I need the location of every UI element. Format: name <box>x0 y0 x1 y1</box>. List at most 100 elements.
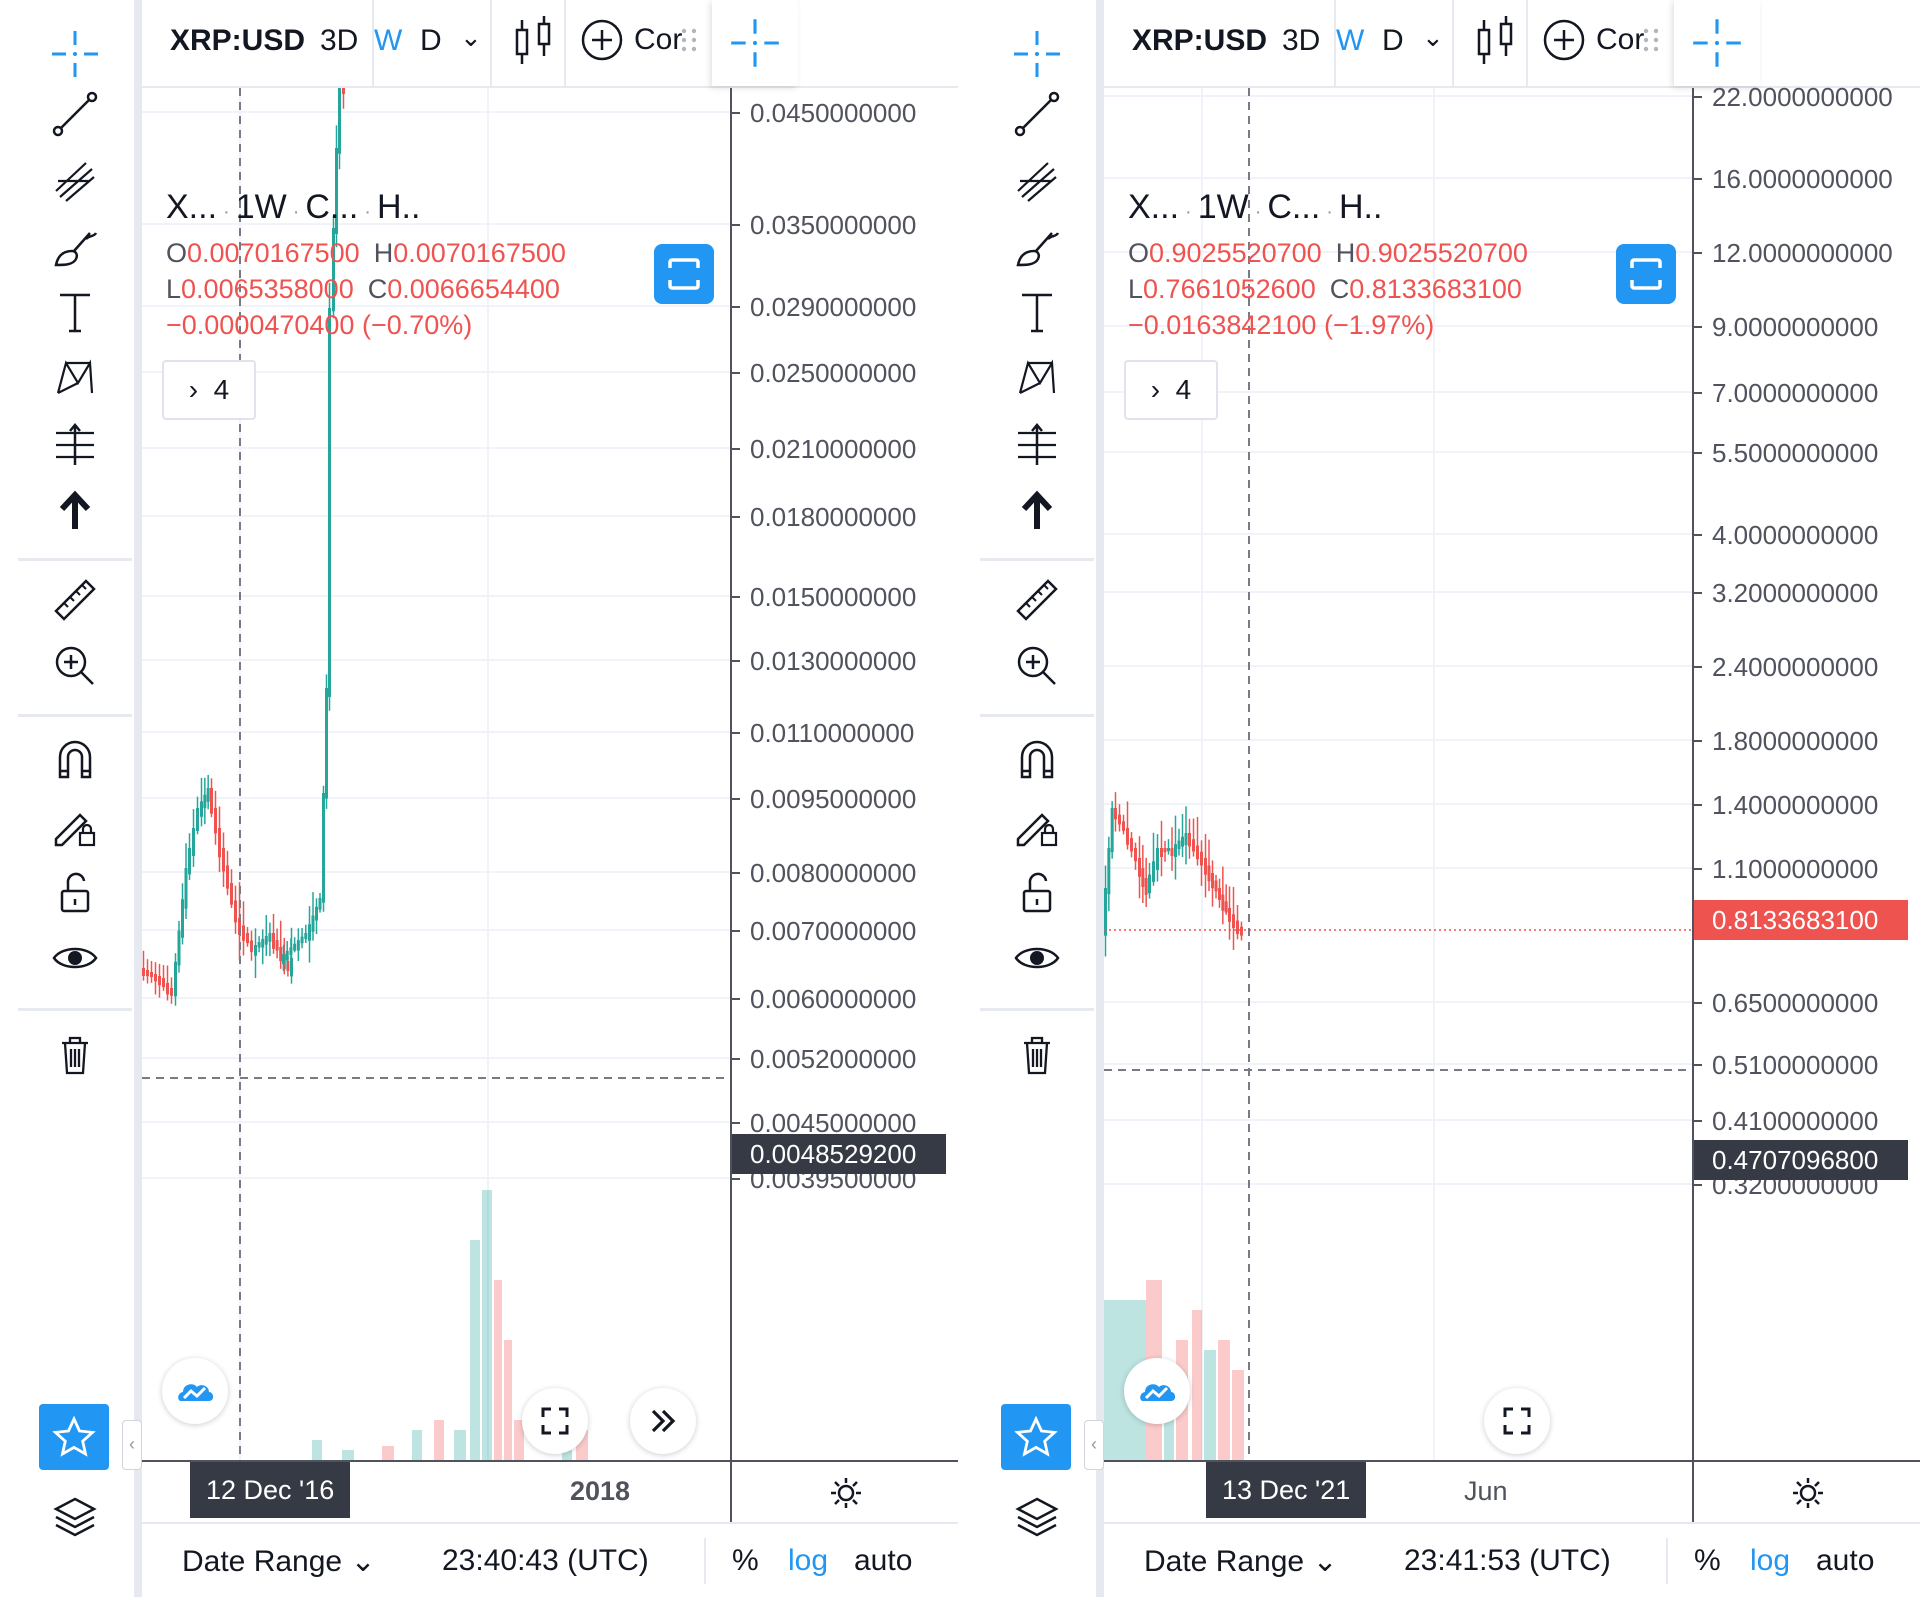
arrow-up-tool[interactable] <box>37 478 113 542</box>
interval-w-button[interactable]: W <box>1336 24 1365 57</box>
candle-body <box>1188 833 1191 847</box>
price-axis-label: 0.0110000000 <box>750 718 915 748</box>
lock-tool[interactable] <box>999 860 1075 924</box>
trash-tool[interactable] <box>999 1022 1075 1086</box>
lock-draw-tool[interactable] <box>999 794 1075 858</box>
utc-clock[interactable]: 23:40:43 (UTC) <box>442 1544 649 1577</box>
crosshair-tool[interactable] <box>37 22 113 86</box>
plus-circle-icon <box>1543 19 1585 61</box>
brush-tool[interactable] <box>37 214 113 278</box>
ruler-tool[interactable] <box>999 568 1075 632</box>
eye-tool[interactable] <box>37 926 113 990</box>
ruler-tool[interactable] <box>37 568 113 632</box>
favorites-button[interactable] <box>1001 1404 1071 1470</box>
magnet-tool[interactable] <box>999 728 1075 792</box>
interval-3d-button[interactable]: 3D <box>1282 24 1321 57</box>
magnet-tool[interactable] <box>37 728 113 792</box>
pattern-tool[interactable] <box>37 346 113 410</box>
trend-line-tool[interactable] <box>37 82 113 146</box>
candle-body <box>1177 840 1181 850</box>
date-range-button[interactable]: Date Range ⌄ <box>182 1545 376 1578</box>
candle-body <box>222 848 225 872</box>
interval-3d-button[interactable]: 3D <box>320 24 359 57</box>
interval-w-button[interactable]: W <box>374 24 403 57</box>
scroll-to-realtime-button[interactable] <box>630 1388 696 1454</box>
toolbar-collapse-handle[interactable]: ‹ <box>1084 1420 1104 1470</box>
fullscreen-toggle-button[interactable] <box>1616 244 1676 304</box>
gear-icon <box>831 1478 861 1508</box>
scale-settings-button[interactable] <box>1692 1460 1920 1524</box>
indicators-toggle-button[interactable]: › 4 <box>1124 360 1218 420</box>
lock-tool[interactable] <box>37 860 113 924</box>
layers-tool[interactable] <box>37 1484 113 1548</box>
candle-body <box>154 974 157 982</box>
brush-tool[interactable] <box>999 214 1075 278</box>
drag-handle-icon[interactable] <box>678 26 700 60</box>
pattern-tool[interactable] <box>999 346 1075 410</box>
fib-tool[interactable] <box>999 148 1075 212</box>
date-range-button[interactable]: Date Range ⌄ <box>1144 1545 1338 1578</box>
trash-tool[interactable] <box>37 1022 113 1086</box>
time-scale[interactable]: 12 Dec '16 2018 <box>142 1460 730 1524</box>
price-scale[interactable]: 0.0450000000 0.0350000000 0.0290000000 0.02… <box>730 88 958 1460</box>
indicators-toggle-button[interactable]: › 4 <box>162 360 256 420</box>
crosshair-tool[interactable] <box>999 22 1075 86</box>
expand-button[interactable] <box>1484 1388 1550 1454</box>
zoom-in-tool[interactable] <box>37 634 113 698</box>
trend-line-tool[interactable] <box>999 82 1075 146</box>
crosshair-mode-button[interactable] <box>712 0 798 86</box>
interval-d-button[interactable]: D <box>420 24 442 57</box>
chart-style-candles-icon[interactable] <box>1470 12 1520 72</box>
interval-d-button[interactable]: D <box>1382 24 1404 57</box>
forecast-tool[interactable] <box>999 412 1075 476</box>
chart-canvas[interactable]: X... · 1W · C... · H.. O0.9025520700 H0.9025520… <box>1104 88 1692 1460</box>
symbol-search-button[interactable]: XRP:USD <box>170 24 306 57</box>
symbol-search-button[interactable]: XRP:USD <box>1132 24 1268 57</box>
trash-icon <box>1024 1036 1050 1075</box>
percent-scale-toggle[interactable]: % <box>732 1544 759 1577</box>
eye-tool[interactable] <box>999 926 1075 990</box>
lock-draw-tool[interactable] <box>37 794 113 858</box>
forecast-tool[interactable] <box>37 412 113 476</box>
scale-settings-button[interactable] <box>730 1460 958 1524</box>
chevron-down-icon[interactable]: ⌄ <box>460 22 482 52</box>
log-scale-toggle[interactable]: log <box>788 1544 829 1577</box>
ruler-icon <box>54 579 96 621</box>
price-tick <box>1694 252 1702 254</box>
tradingview-logo-button[interactable] <box>162 1358 228 1424</box>
toolbar-collapse-handle[interactable]: ‹ <box>122 1420 142 1470</box>
percent-scale-toggle[interactable]: % <box>1694 1544 1721 1577</box>
price-axis-label: 0.0095000000 <box>750 784 917 814</box>
chevron-down-icon[interactable]: ⌄ <box>1422 22 1444 52</box>
candle-body <box>1141 868 1145 888</box>
candle-body <box>1240 926 1243 936</box>
ohlc-open-key: O <box>166 238 188 268</box>
compare-button[interactable]: Cor <box>1542 18 1644 62</box>
chart-canvas[interactable]: X... · 1W · C... · H.. O0.0070167500 H0.0070167… <box>142 88 730 1460</box>
candle-body <box>272 933 275 949</box>
arrow-up-icon <box>59 490 91 529</box>
drag-handle-icon[interactable] <box>1640 26 1662 60</box>
zoom-in-tool[interactable] <box>999 634 1075 698</box>
time-scale[interactable]: 13 Dec '21 Jun <box>1104 1460 1692 1524</box>
auto-scale-toggle[interactable]: auto <box>854 1544 913 1577</box>
fib-tool[interactable] <box>37 148 113 212</box>
chart-style-candles-icon[interactable] <box>508 12 558 72</box>
log-scale-toggle[interactable]: log <box>1750 1544 1791 1577</box>
expand-button[interactable] <box>522 1388 588 1454</box>
volume-bar <box>470 1240 480 1460</box>
text-tool[interactable] <box>37 280 113 344</box>
compare-button[interactable]: Cor <box>580 18 682 62</box>
tradingview-logo-button[interactable] <box>1124 1358 1190 1424</box>
favorites-button[interactable] <box>39 1404 109 1470</box>
utc-clock[interactable]: 23:41:53 (UTC) <box>1404 1544 1611 1577</box>
price-scale[interactable]: 22.0000000000 16.0000000000 12.0000000000 9… <box>1692 82 1920 1460</box>
auto-scale-toggle[interactable]: auto <box>1816 1544 1875 1577</box>
crosshair-mode-button[interactable] <box>1674 0 1760 86</box>
candle-body <box>1214 880 1218 892</box>
fullscreen-toggle-button[interactable] <box>654 244 714 304</box>
arrow-up-tool[interactable] <box>999 478 1075 542</box>
volume-bar <box>312 1440 322 1460</box>
text-tool[interactable] <box>999 280 1075 344</box>
layers-tool[interactable] <box>999 1484 1075 1548</box>
